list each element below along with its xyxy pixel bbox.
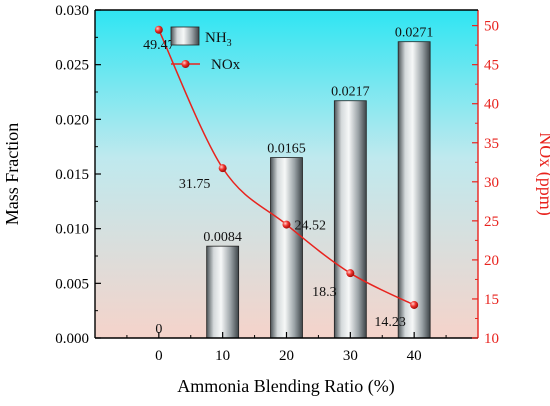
nox-value-label: 31.75	[179, 177, 211, 192]
left-tick-label: 0.025	[55, 58, 89, 74]
right-axis-ticks: 10 15 20 25 30 35 40 45 50	[472, 19, 499, 347]
nh3-bar-value-label: 0.0084	[203, 230, 242, 245]
nh3-bar-value-label: 0	[155, 322, 162, 337]
nox-value-label: 24.52	[295, 219, 327, 234]
right-tick-label: 30	[484, 175, 499, 191]
left-tick-label: 0.005	[55, 276, 89, 292]
x-axis-title: Ammonia Blending Ratio (%)	[177, 376, 394, 397]
left-tick-label: 0.030	[55, 3, 89, 19]
left-tick-label: 0.020	[55, 112, 89, 128]
right-tick-label: 50	[484, 19, 499, 35]
x-tick-label: 30	[343, 348, 358, 364]
nox-value-label: 14.23	[374, 315, 406, 330]
right-axis-title: NOx (ppm)	[535, 132, 550, 216]
nh3-bar	[397, 41, 431, 339]
legend-bar-swatch	[170, 26, 200, 46]
right-tick-label: 35	[484, 136, 499, 152]
right-tick-label: 40	[484, 97, 499, 113]
nh3-bar	[270, 157, 303, 339]
nh3-bar-value-label: 0.0271	[395, 26, 434, 41]
legend-line-label: NOx	[211, 57, 241, 73]
x-tick-label: 40	[407, 348, 422, 364]
x-tick-label: 0	[155, 348, 163, 364]
left-axis-ticks: 0.000 0.005 0.010 0.015 0.020 0.025 0.030	[55, 3, 101, 347]
line-data-labels: 49.47 31.75 24.52 18.3 14.23	[143, 38, 406, 330]
left-tick-label: 0.015	[55, 167, 89, 183]
x-tick-label: 20	[279, 348, 294, 364]
nox-line-path	[158, 29, 415, 306]
left-axis-title: Mass Fraction	[2, 123, 22, 226]
right-tick-label: 20	[484, 253, 499, 269]
nh3-bar	[206, 245, 240, 339]
nox-point	[218, 164, 227, 173]
legend-bar-label: NH3	[205, 30, 232, 49]
legend-line-marker	[181, 60, 190, 68]
right-tick-label: 25	[484, 214, 499, 230]
nox-value-label: 18.3	[312, 285, 337, 300]
bar-data-labels: 0 0.0084 0.0165 0.0217 0.0271	[155, 26, 433, 337]
bar-series	[206, 41, 431, 339]
nox-point	[346, 269, 355, 278]
right-tick-label: 45	[484, 58, 499, 74]
nh3-bar	[333, 100, 367, 339]
left-tick-label: 0.000	[55, 331, 89, 347]
left-tick-label: 0.010	[55, 222, 89, 238]
nox-point	[282, 220, 291, 229]
line-series	[154, 25, 419, 309]
right-tick-label: 10	[484, 331, 499, 347]
nox-point	[154, 25, 163, 34]
right-tick-label: 15	[484, 292, 499, 308]
x-axis-ticks: 0 10 20 30 40	[126, 332, 447, 364]
x-tick-label: 10	[215, 348, 230, 364]
nh3-bar-value-label: 0.0165	[267, 142, 306, 157]
nox-value-label: 49.47	[143, 38, 175, 53]
nox-point	[410, 300, 419, 309]
legend: NH3 NOx	[170, 26, 241, 73]
nh3-bar-value-label: 0.0217	[331, 85, 370, 100]
